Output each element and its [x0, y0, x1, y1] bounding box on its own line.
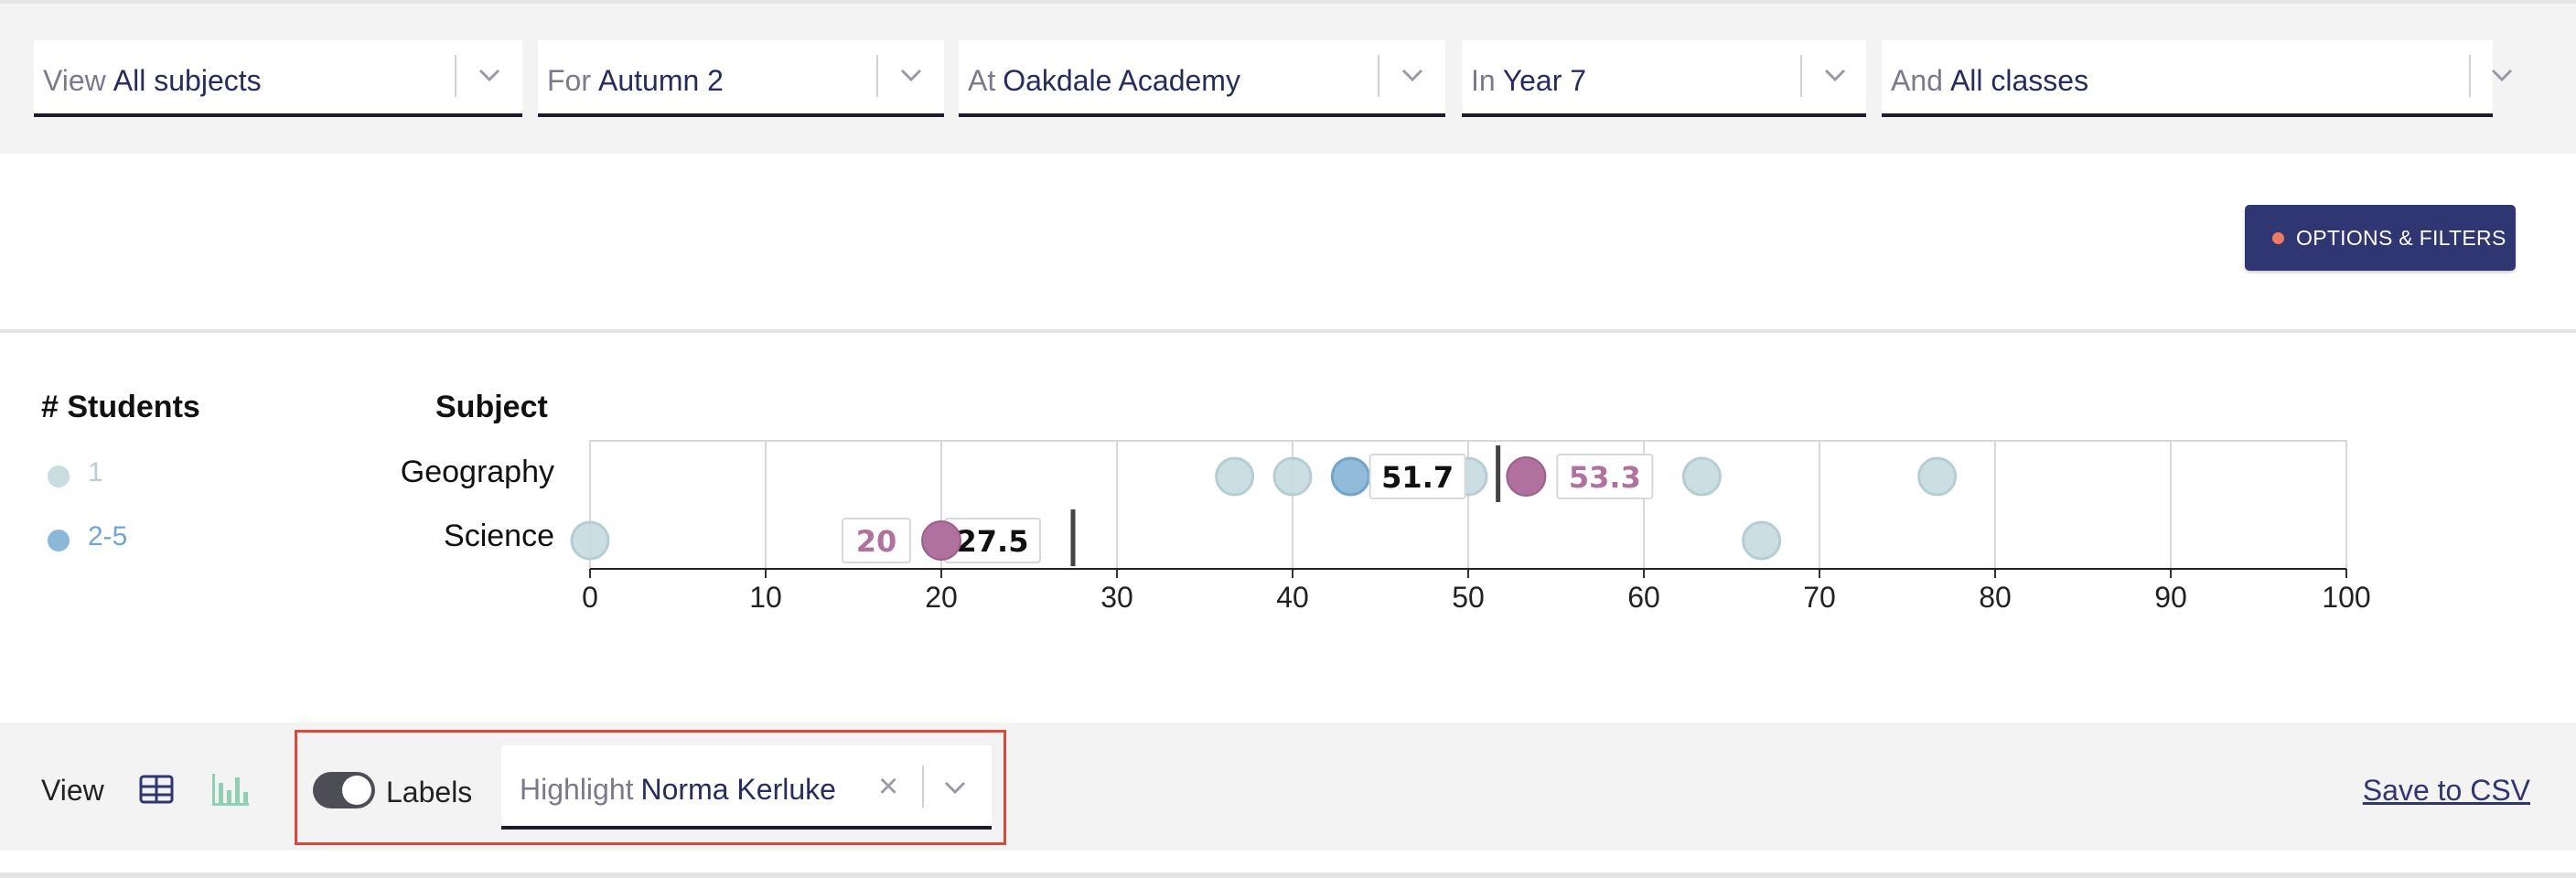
- filter-value: All subjects: [113, 64, 262, 97]
- filter-label: View All subjects: [43, 64, 262, 97]
- x-tick-label: 60: [1627, 581, 1660, 614]
- notification-dot-icon: [2272, 232, 2284, 244]
- filter-value: All classes: [1949, 64, 2089, 97]
- filter-label: In Year 7: [1471, 64, 1587, 97]
- x-tick-label: 50: [1452, 581, 1485, 614]
- labels-toggle[interactable]: [313, 772, 375, 808]
- data-point: [1330, 456, 1370, 497]
- labels-toggle-label: Labels: [386, 776, 473, 808]
- x-tick-label: 70: [1803, 581, 1836, 614]
- chevron-down-icon[interactable]: [939, 771, 971, 804]
- filter-class[interactable]: And All classes: [1882, 40, 2513, 117]
- highlighted-point: [1506, 456, 1547, 497]
- chevron-down-icon[interactable]: [2485, 59, 2518, 91]
- average-label: 51.7: [1381, 460, 1454, 495]
- legend-dot-icon: [48, 466, 70, 487]
- x-tick-label: 100: [2322, 581, 2370, 614]
- filter-value: Autumn 2: [598, 64, 724, 97]
- filter-label: For Autumn 2: [547, 64, 724, 97]
- filter-value: Oakdale Academy: [1003, 64, 1240, 97]
- x-tick-label: 90: [2154, 581, 2187, 614]
- x-tick-label: 80: [1979, 581, 2012, 614]
- filter-term[interactable]: For Autumn 2: [538, 40, 944, 117]
- chevron-down-icon[interactable]: [895, 59, 928, 91]
- chevron-down-icon[interactable]: [1396, 59, 1429, 91]
- chevron-down-icon[interactable]: [473, 59, 506, 91]
- legend-dot-icon: [48, 530, 70, 551]
- view-label: View: [41, 774, 104, 807]
- filter-subject[interactable]: View All subjects: [34, 40, 522, 117]
- average-label: 27.5: [957, 524, 1029, 559]
- filter-separator: [1800, 55, 1802, 97]
- chart-ylabel: Subject: [435, 390, 548, 424]
- save-csv-link[interactable]: Save to CSV: [2362, 774, 2530, 807]
- highlight-separator: [922, 766, 924, 808]
- chevron-down-icon[interactable]: [1819, 59, 1852, 91]
- data-point: [1272, 456, 1313, 497]
- filter-bar: View All subjects For Autumn 2 At Oakdale A…: [0, 4, 2576, 154]
- options-filters-button[interactable]: OPTIONS & FILTERS: [2245, 205, 2516, 271]
- section-divider: [0, 329, 2576, 333]
- x-tick-label: 0: [582, 581, 598, 614]
- chart-view-icon[interactable]: [210, 772, 251, 808]
- data-point: [1742, 520, 1782, 561]
- toggle-knob: [342, 776, 371, 805]
- filter-separator: [1378, 55, 1379, 97]
- highlighted-label: 53.3: [1569, 460, 1641, 495]
- x-tick-label: 40: [1276, 581, 1309, 614]
- filter-separator: [2469, 55, 2471, 97]
- x-tick-label: 10: [749, 581, 782, 614]
- legend-label: 2-5: [88, 521, 128, 551]
- highlight-label: Highlight Norma Kerluke: [520, 773, 836, 806]
- x-tick-label: 30: [1100, 581, 1133, 614]
- row-label-science: Science: [444, 519, 554, 553]
- highlight-value: Norma Kerluke: [640, 773, 836, 806]
- filter-separator: [455, 55, 456, 97]
- highlighted-point: [921, 520, 961, 561]
- clear-icon[interactable]: ×: [878, 767, 899, 806]
- filter-label: At Oakdale Academy: [968, 64, 1240, 97]
- highlight-select[interactable]: Highlight Norma Kerluke ×: [501, 745, 992, 830]
- highlighted-label: 20: [856, 524, 897, 559]
- data-point: [1681, 456, 1722, 497]
- highlighted-label-box: [842, 518, 911, 563]
- labels-highlight-group: [295, 730, 1006, 845]
- filter-value: Year 7: [1502, 64, 1587, 97]
- data-point: [1917, 456, 1958, 497]
- options-filters-label: OPTIONS & FILTERS: [2296, 226, 2506, 250]
- average-label-box: [1368, 454, 1466, 499]
- row-label-geography: Geography: [400, 455, 554, 489]
- data-point: [570, 520, 610, 561]
- filter-school[interactable]: At Oakdale Academy: [959, 40, 1445, 117]
- x-tick-label: 20: [925, 581, 958, 614]
- data-point: [1215, 456, 1255, 497]
- legend-title: # Students: [41, 390, 200, 424]
- table-view-icon[interactable]: [139, 774, 176, 807]
- filter-label: And All classes: [1891, 64, 2089, 97]
- chart-plot: 0 10 20 30 40 50 60 70 80 90 100 51.7 27.5 53.3 20: [570, 440, 2371, 614]
- bottom-toolbar: [0, 723, 2576, 851]
- filter-separator: [876, 55, 878, 97]
- highlighted-label-box: [1556, 454, 1654, 499]
- bottom-border: [0, 873, 2576, 878]
- top-border: [0, 0, 2576, 4]
- filter-year[interactable]: In Year 7: [1462, 40, 1866, 117]
- legend-label: 1: [88, 457, 103, 487]
